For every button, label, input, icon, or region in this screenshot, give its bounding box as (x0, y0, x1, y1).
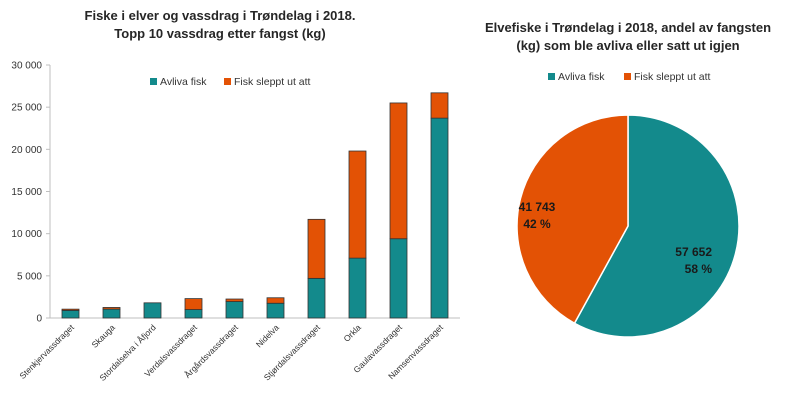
x-category-label: Nidelva (254, 322, 281, 349)
bar-avliva-2 (143, 302, 162, 319)
y-tick-label: 25 000 (11, 103, 42, 114)
pie-slice-sleppt (516, 114, 629, 325)
bar-sleppt-8 (389, 102, 408, 240)
y-tick-label: 20 000 (11, 145, 42, 156)
bar-sleppt-6 (307, 218, 326, 279)
x-category-label: Stenkjervassdraget (17, 322, 76, 381)
bar-avliva-8 (389, 238, 408, 319)
y-tick-label: 10 000 (11, 229, 42, 240)
bar-sleppt-9 (430, 92, 449, 119)
pie-chart-title-line-1: Elvefiske i Trøndelag i 2018, andel av f… (485, 20, 771, 35)
y-tick-label: 15 000 (11, 187, 42, 198)
pie-legend-label-sleppt: Fisk sleppt ut att (634, 71, 711, 83)
bar-avliva-4 (225, 301, 244, 319)
bar-avliva-9 (430, 117, 449, 319)
legend-swatch-avliva (150, 78, 157, 85)
bar-sleppt-3 (184, 298, 203, 310)
legend-label-sleppt: Fisk sleppt ut att (234, 76, 311, 88)
bar-avliva-0 (61, 310, 80, 319)
pie-label-avliva-percent: 58 % (685, 262, 713, 276)
bar-avliva-5 (266, 302, 285, 319)
bar-sleppt-5 (266, 297, 285, 304)
pie-legend-label-avliva: Avliva fisk (558, 71, 605, 83)
pie-label-sleppt-percent: 42 % (523, 217, 551, 231)
bar-avliva-1 (102, 308, 121, 319)
x-category-label: Orkla (341, 322, 363, 344)
bar-chart-title-line-1: Fiske i elver og vassdrag i Trøndelag i … (85, 8, 356, 23)
bar-sleppt-1 (102, 307, 121, 310)
bar-avliva-6 (307, 277, 326, 319)
legend-label-avliva: Avliva fisk (160, 76, 207, 88)
pie-label-sleppt-value: 41 743 (519, 200, 556, 214)
bar-avliva-7 (348, 257, 367, 319)
y-tick-label: 0 (36, 314, 42, 325)
bar-avliva-3 (184, 309, 203, 319)
x-category-label: Skauga (89, 322, 117, 350)
bar-chart-title-line-2: Topp 10 vassdrag etter fangst (kg) (114, 26, 325, 41)
y-tick-label: 30 000 (11, 61, 42, 72)
bar-sleppt-7 (348, 150, 367, 259)
y-tick-label: 5 000 (17, 271, 42, 282)
bar-sleppt-0 (61, 308, 80, 311)
pie-chart-title-line-2: (kg) som ble avliva eller satt ut igjen (516, 38, 739, 53)
legend-swatch-sleppt (224, 78, 231, 85)
pie-legend-swatch-sleppt (624, 73, 631, 80)
pie-legend-swatch-avliva (548, 73, 555, 80)
pie-label-avliva-value: 57 652 (675, 245, 712, 259)
bar-sleppt-4 (225, 298, 244, 302)
pie-slice-avliva (573, 114, 740, 338)
